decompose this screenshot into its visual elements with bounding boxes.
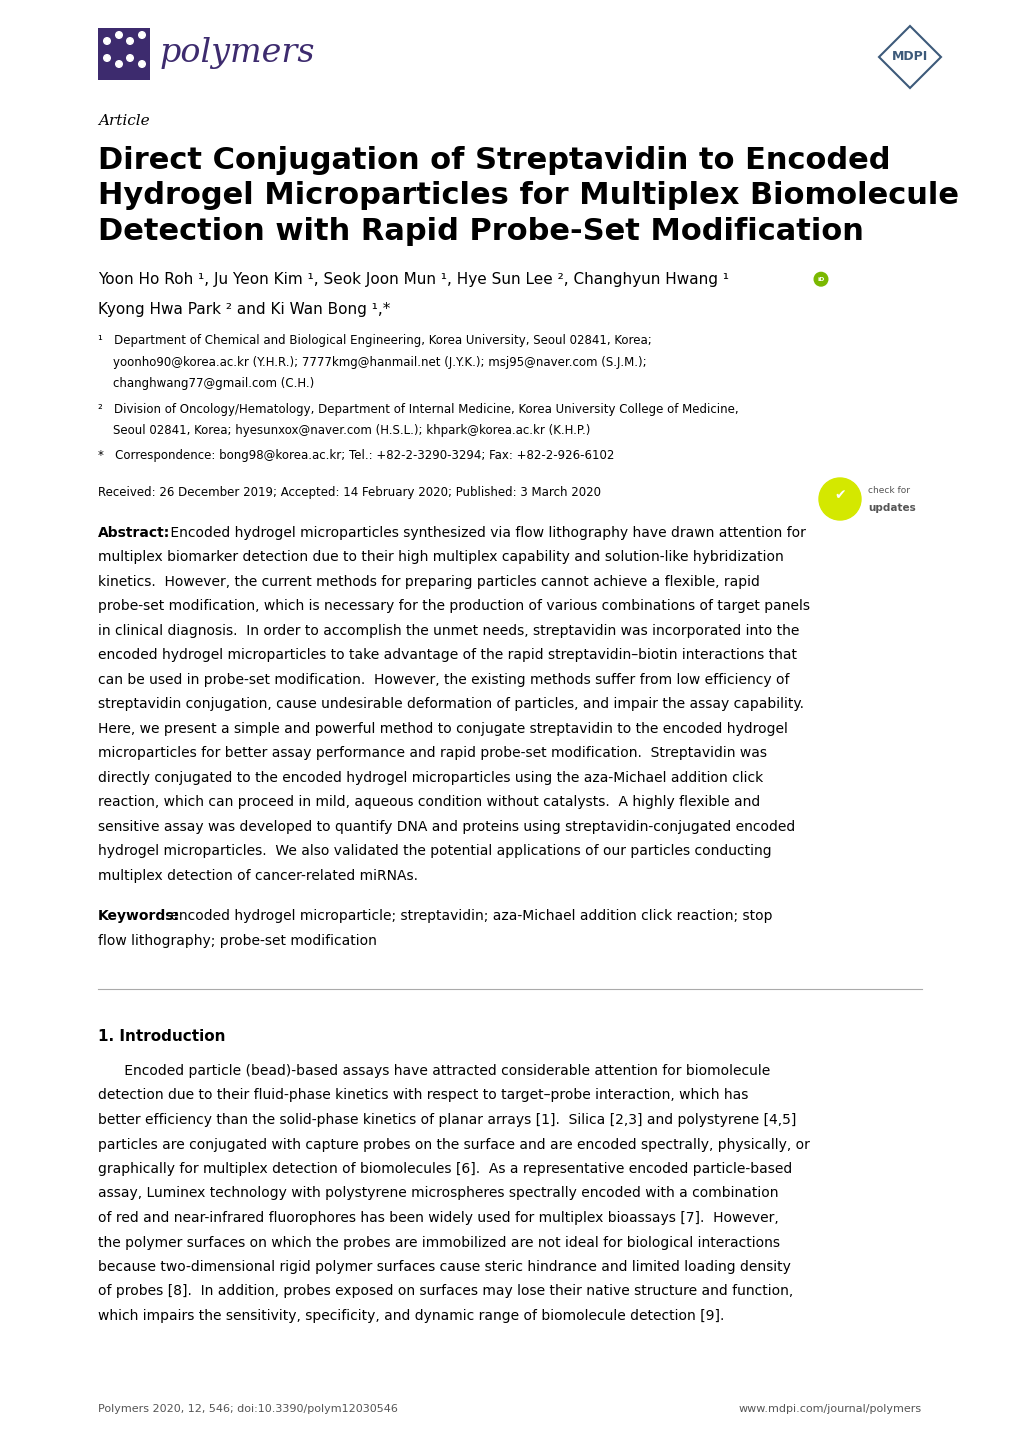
Text: Polymers 2020, 12, 546; doi:10.3390/polym12030546: Polymers 2020, 12, 546; doi:10.3390/poly…: [98, 1405, 397, 1415]
Text: Yoon Ho Roh ¹, Ju Yeon Kim ¹, Seok Joon Mun ¹, Hye Sun Lee ², Changhyun Hwang ¹: Yoon Ho Roh ¹, Ju Yeon Kim ¹, Seok Joon …: [98, 273, 729, 287]
Text: hydrogel microparticles.  We also validated the potential applications of our pa: hydrogel microparticles. We also validat…: [98, 845, 770, 858]
Text: Direct Conjugation of Streptavidin to Encoded
Hydrogel Microparticles for Multip: Direct Conjugation of Streptavidin to En…: [98, 146, 958, 247]
Circle shape: [104, 55, 110, 62]
Text: multiplex detection of cancer-related miRNAs.: multiplex detection of cancer-related mi…: [98, 870, 418, 883]
Text: encoded hydrogel microparticle; streptavidin; aza-Michael addition click reactio: encoded hydrogel microparticle; streptav…: [166, 910, 772, 923]
Circle shape: [813, 273, 827, 286]
Text: kinetics.  However, the current methods for preparing particles cannot achieve a: kinetics. However, the current methods f…: [98, 575, 759, 588]
Text: particles are conjugated with capture probes on the surface and are encoded spec: particles are conjugated with capture pr…: [98, 1138, 809, 1152]
Text: graphically for multiplex detection of biomolecules [6].  As a representative en: graphically for multiplex detection of b…: [98, 1162, 792, 1177]
Text: Here, we present a simple and powerful method to conjugate streptavidin to the e: Here, we present a simple and powerful m…: [98, 722, 787, 735]
Text: Article: Article: [98, 114, 150, 128]
Text: assay, Luminex technology with polystyrene microspheres spectrally encoded with : assay, Luminex technology with polystyre…: [98, 1187, 777, 1201]
Circle shape: [104, 37, 110, 45]
Text: Encoded hydrogel microparticles synthesized via flow lithography have drawn atte: Encoded hydrogel microparticles synthesi…: [166, 526, 806, 539]
Text: can be used in probe-set modification.  However, the existing methods suffer fro: can be used in probe-set modification. H…: [98, 673, 789, 686]
Text: detection due to their fluid-phase kinetics with respect to target–probe interac: detection due to their fluid-phase kinet…: [98, 1089, 748, 1103]
Text: 1. Introduction: 1. Introduction: [98, 1030, 225, 1044]
Text: because two-dimensional rigid polymer surfaces cause steric hindrance and limite: because two-dimensional rigid polymer su…: [98, 1260, 790, 1273]
Text: the polymer surfaces on which the probes are immobilized are not ideal for biolo: the polymer surfaces on which the probes…: [98, 1236, 780, 1250]
Text: microparticles for better assay performance and rapid probe-set modification.  S: microparticles for better assay performa…: [98, 747, 766, 760]
Text: encoded hydrogel microparticles to take advantage of the rapid streptavidin–biot: encoded hydrogel microparticles to take …: [98, 649, 796, 662]
Text: multiplex biomarker detection due to their high multiplex capability and solutio: multiplex biomarker detection due to the…: [98, 551, 783, 564]
Text: flow lithography; probe-set modification: flow lithography; probe-set modification: [98, 934, 376, 947]
Text: in clinical diagnosis.  In order to accomplish the unmet needs, streptavidin was: in clinical diagnosis. In order to accom…: [98, 624, 799, 637]
Circle shape: [139, 61, 145, 68]
Text: yoonho90@korea.ac.kr (Y.H.R.); 7777kmg@hanmail.net (J.Y.K.); msj95@naver.com (S.: yoonho90@korea.ac.kr (Y.H.R.); 7777kmg@h…: [98, 356, 646, 369]
Text: polymers: polymers: [160, 37, 315, 69]
Text: Encoded particle (bead)-based assays have attracted considerable attention for b: Encoded particle (bead)-based assays hav…: [98, 1064, 769, 1079]
Text: changhwang77@gmail.com (C.H.): changhwang77@gmail.com (C.H.): [98, 376, 314, 389]
FancyBboxPatch shape: [98, 27, 150, 79]
Circle shape: [139, 32, 145, 39]
Text: probe-set modification, which is necessary for the production of various combina: probe-set modification, which is necessa…: [98, 600, 809, 613]
Text: better efficiency than the solid-phase kinetics of planar arrays [1].  Silica [2: better efficiency than the solid-phase k…: [98, 1113, 796, 1128]
Circle shape: [126, 37, 133, 45]
Text: iD: iD: [816, 277, 824, 281]
Circle shape: [115, 61, 122, 68]
Circle shape: [115, 32, 122, 39]
Polygon shape: [878, 26, 941, 88]
Text: updates: updates: [867, 503, 915, 513]
Text: directly conjugated to the encoded hydrogel microparticles using the aza-Michael: directly conjugated to the encoded hydro…: [98, 771, 762, 784]
Text: MDPI: MDPI: [891, 50, 927, 63]
Text: sensitive assay was developed to quantify DNA and proteins using streptavidin-co: sensitive assay was developed to quantif…: [98, 820, 795, 833]
Text: ✔: ✔: [834, 487, 845, 502]
Text: of red and near-infrared fluorophores has been widely used for multiplex bioassa: of red and near-infrared fluorophores ha…: [98, 1211, 777, 1226]
Text: Seoul 02841, Korea; hyesunxox@naver.com (H.S.L.); khpark@korea.ac.kr (K.H.P.): Seoul 02841, Korea; hyesunxox@naver.com …: [98, 424, 590, 437]
Text: check for: check for: [867, 486, 909, 496]
Text: Keywords:: Keywords:: [98, 910, 179, 923]
Text: ²   Division of Oncology/Hematology, Department of Internal Medicine, Korea Univ: ² Division of Oncology/Hematology, Depar…: [98, 402, 738, 415]
Text: Abstract:: Abstract:: [98, 526, 170, 539]
Text: www.mdpi.com/journal/polymers: www.mdpi.com/journal/polymers: [738, 1405, 921, 1415]
Text: Kyong Hwa Park ² and Ki Wan Bong ¹,*: Kyong Hwa Park ² and Ki Wan Bong ¹,*: [98, 301, 390, 317]
Text: *   Correspondence: bong98@korea.ac.kr; Tel.: +82-2-3290-3294; Fax: +82-2-926-61: * Correspondence: bong98@korea.ac.kr; Te…: [98, 450, 613, 463]
Text: ¹   Department of Chemical and Biological Engineering, Korea University, Seoul 0: ¹ Department of Chemical and Biological …: [98, 335, 651, 348]
Circle shape: [818, 477, 860, 521]
Text: reaction, which can proceed in mild, aqueous condition without catalysts.  A hig: reaction, which can proceed in mild, aqu…: [98, 796, 759, 809]
Text: which impairs the sensitivity, specificity, and dynamic range of biomolecule det: which impairs the sensitivity, specifici…: [98, 1309, 723, 1322]
Text: Received: 26 December 2019; Accepted: 14 February 2020; Published: 3 March 2020: Received: 26 December 2019; Accepted: 14…: [98, 486, 600, 499]
Text: of probes [8].  In addition, probes exposed on surfaces may lose their native st: of probes [8]. In addition, probes expos…: [98, 1285, 793, 1298]
Circle shape: [126, 55, 133, 62]
Text: streptavidin conjugation, cause undesirable deformation of particles, and impair: streptavidin conjugation, cause undesira…: [98, 698, 803, 711]
